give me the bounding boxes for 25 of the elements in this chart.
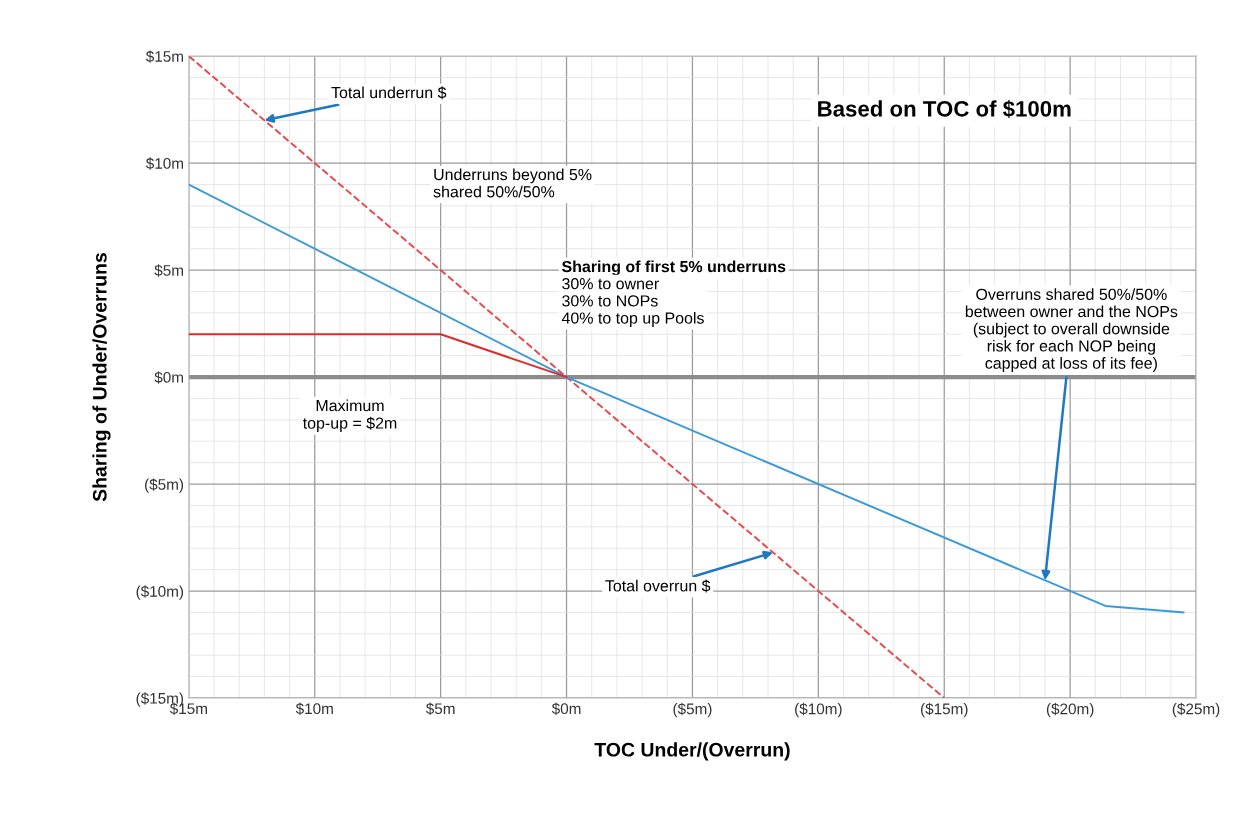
y-tick-label: $15m	[145, 50, 183, 63]
annotation: Total underrun $	[331, 86, 447, 100]
annotation: Underruns beyond 5% shared 50%/50%	[433, 168, 592, 198]
y-tick-label: $10m	[145, 157, 183, 170]
y-tick-label: ($5m)	[145, 478, 184, 493]
x-tick-label: ($5m)	[673, 702, 712, 718]
x-tick-label: ($25m)	[1172, 702, 1220, 718]
x-tick-label: $10m	[295, 702, 333, 715]
annotation: Sharing of first 5% underruns	[561, 260, 786, 276]
x-tick-label: ($10m)	[795, 702, 842, 718]
annotation: Maximum top-up = $2m	[302, 399, 397, 432]
x-tick-label: ($15m)	[921, 702, 968, 718]
x-tick-label: $0m	[551, 702, 581, 715]
x-axis-title: TOC Under/(Overrun)	[594, 742, 790, 761]
y-tick-label: $0m	[154, 371, 183, 384]
text: Based on TOC of $100m	[818, 99, 1071, 119]
x-tick-label: $5m	[425, 702, 455, 715]
annotation: Overruns shared 50%/50% between owner and the NOPs (subject to overall downside risk for each NOP being capped at loss of its fee)	[965, 288, 1178, 372]
annotation: Total overrun $	[605, 579, 711, 593]
line-series	[188, 183, 1185, 614]
y-tick-label: $5m	[154, 264, 183, 277]
y-tick-label: ($10m)	[136, 585, 184, 600]
y-axis-title: Sharing of Under/Overruns	[92, 253, 111, 502]
annotation: 30% to owner 30% to NOPs 40% to top up Pools	[561, 278, 704, 327]
x-tick-label: ($20m)	[1046, 702, 1094, 718]
